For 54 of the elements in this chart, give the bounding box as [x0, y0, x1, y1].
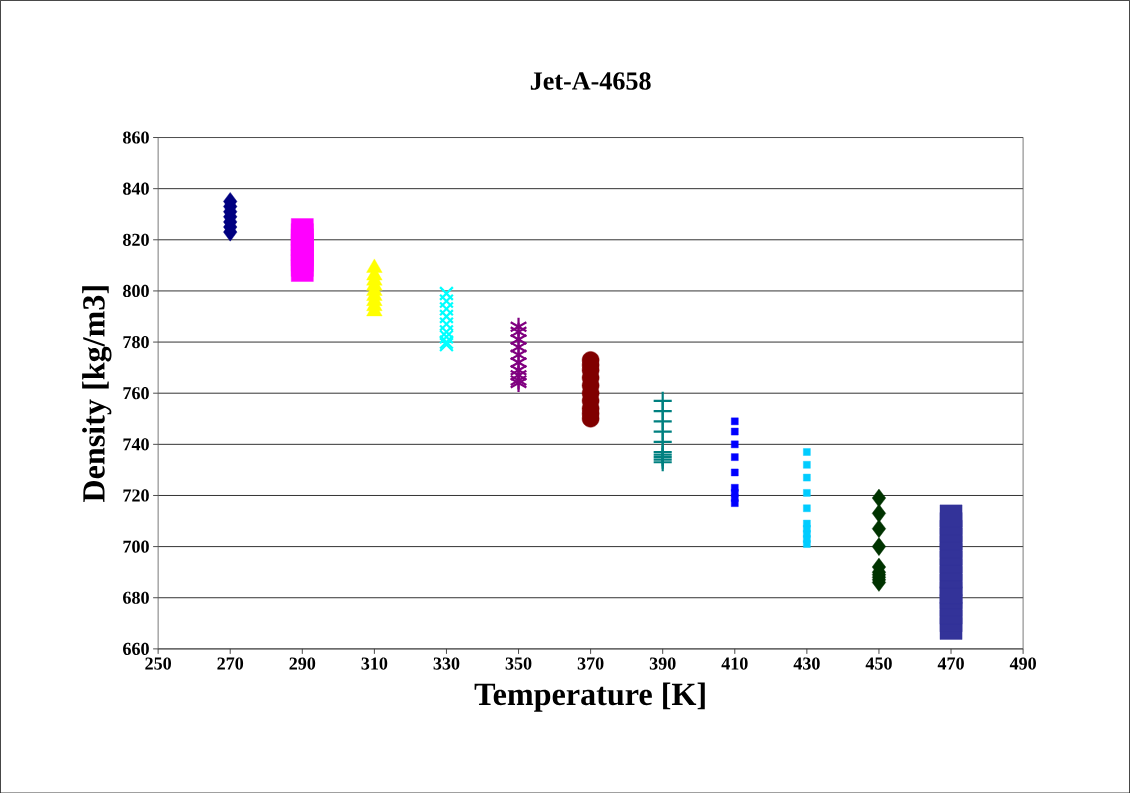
point: [871, 503, 886, 523]
x-tick-label: 410: [721, 657, 748, 670]
point: [871, 519, 886, 538]
point: [803, 473, 811, 482]
point: [731, 440, 739, 448]
y-tick-label: 780: [123, 335, 149, 348]
x-tick-label: 430: [793, 657, 820, 670]
x-tick-label: 450: [865, 657, 892, 670]
y-tick-label: 740: [123, 438, 149, 451]
y-tick-label: 720: [123, 489, 149, 502]
point: [438, 329, 454, 345]
x-tick-label: 250: [145, 657, 172, 670]
x-tick-label: 290: [289, 657, 316, 670]
x-axis-title: Temperature [K]: [474, 682, 705, 712]
point: [803, 519, 811, 528]
y-tick-label: 800: [123, 284, 149, 297]
x-tick-label: 310: [361, 657, 388, 670]
x-tick-label: 470: [937, 657, 964, 670]
y-tick-label: 860: [123, 131, 149, 144]
point: [291, 218, 314, 241]
point: [939, 504, 963, 527]
y-tick-label: 700: [123, 540, 149, 553]
x-tick-label: 270: [217, 657, 244, 670]
point: [652, 390, 673, 411]
point: [803, 488, 811, 497]
point: [731, 453, 739, 461]
point: [731, 417, 739, 425]
point: [803, 460, 811, 469]
point: [509, 316, 528, 337]
x-tick-label: 330: [433, 657, 460, 670]
x-tick-label: 370: [577, 657, 604, 670]
point: [438, 293, 454, 309]
point: [438, 324, 454, 340]
x-tick-label: 390: [649, 657, 676, 670]
y-tick-label: 680: [123, 591, 149, 604]
point: [871, 537, 886, 556]
point: [871, 488, 886, 508]
y-tick-label: 760: [123, 386, 149, 400]
point: [731, 468, 739, 476]
point: [803, 504, 811, 512]
y-tick-label: 660: [123, 642, 149, 655]
y-tick-label: 840: [123, 182, 149, 195]
point: [438, 316, 454, 332]
point: [731, 427, 739, 436]
point: [731, 483, 739, 492]
x-tick-label: 490: [1009, 657, 1036, 670]
point: [803, 448, 811, 456]
point: [438, 308, 454, 324]
x-tick-label: 350: [505, 657, 532, 670]
chart-title: Jet-A-4658: [530, 71, 651, 90]
point: [438, 285, 454, 301]
y-tick-label: 820: [123, 233, 149, 246]
point: [438, 301, 454, 317]
y-axis-title: Density [kg/m3]: [82, 285, 112, 502]
